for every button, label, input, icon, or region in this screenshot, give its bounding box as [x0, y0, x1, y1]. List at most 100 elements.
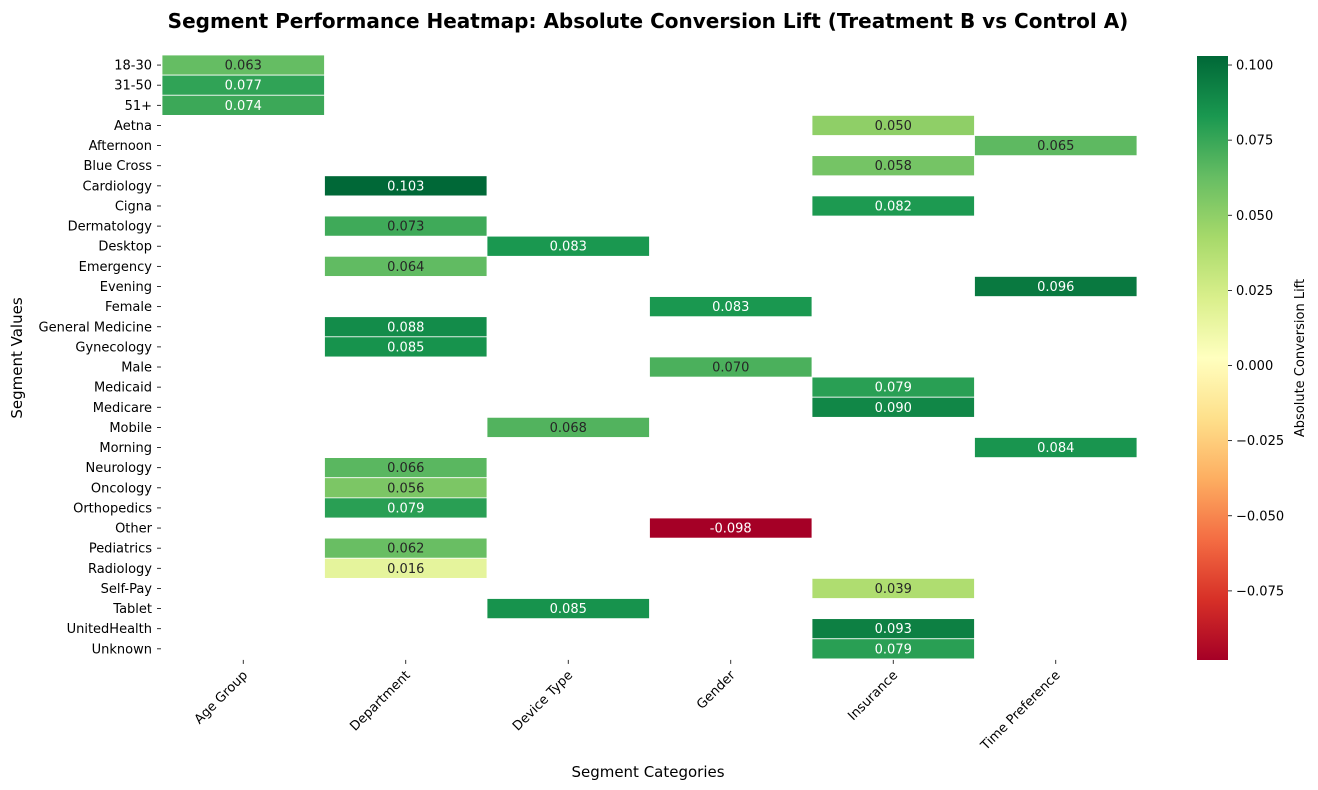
colorbar-gradient	[1197, 56, 1228, 660]
heatmap-cell-tablet-device-type	[486, 598, 650, 620]
heatmap-cell-mobile-device-type	[486, 416, 650, 438]
heatmap-cell-medicare-insurance	[811, 396, 975, 418]
x-tick-labels: Age Group Department Device Type Gender Insu…	[192, 659, 1064, 754]
y-tick-label-oncology: Oncology	[91, 481, 152, 496]
colorbar: 0.100 0.075 0.050 0.025 0.000 −0.025 −0.050 −0.…	[1197, 56, 1284, 660]
heatmap-cell-51-age-group	[161, 94, 325, 116]
cell-value-label: 0.070	[712, 361, 749, 376]
x-tick-label-department: Department	[347, 668, 413, 734]
y-tick-label-blue-cross: Blue Cross	[83, 159, 152, 174]
x-tick-label-insurance: Insurance	[845, 668, 901, 724]
heatmap-cell-other-gender	[649, 517, 813, 539]
y-tick-label-mobile: Mobile	[109, 421, 152, 436]
cell-value-label: 0.062	[387, 542, 424, 557]
colorbar-tick-label: 0.000	[1236, 359, 1273, 374]
cell-value-label: 0.085	[550, 602, 587, 617]
x-tick-label-gender: Gender	[694, 668, 739, 713]
colorbar-tick-label: 0.100	[1236, 59, 1273, 74]
colorbar-tick-label: −0.075	[1236, 584, 1284, 599]
cell-value-label: -0.098	[710, 522, 752, 537]
cell-value-label: 0.016	[387, 562, 424, 577]
cell-value-label: 0.056	[387, 481, 424, 496]
y-tick-label-neurology: Neurology	[86, 461, 153, 476]
cell-value-label: 0.083	[550, 240, 587, 255]
y-tick-label-morning: Morning	[99, 441, 152, 456]
cell-value-label: 0.065	[1037, 139, 1074, 154]
heatmap-cell-orthopedics-department	[324, 497, 488, 519]
y-tick-label-general-medicine: General Medicine	[39, 320, 152, 335]
cell-value-label: 0.063	[225, 59, 262, 74]
cell-value-label: 0.079	[875, 642, 912, 657]
y-tick-label-31-50: 31-50	[114, 79, 152, 94]
y-tick-label-unknown: Unknown	[92, 642, 152, 657]
cell-value-label: 0.074	[225, 99, 262, 114]
y-tick-labels: 18-30 31-50 51+ Aetna Afternoon Blue Cross Car…	[39, 59, 161, 657]
y-tick-label-cigna: Cigna	[115, 199, 152, 214]
cell-value-label: 0.079	[875, 381, 912, 396]
cell-value-label: 0.093	[875, 622, 912, 637]
y-tick-label-male: Male	[121, 361, 152, 376]
cell-value-label: 0.090	[875, 401, 912, 416]
heatmap-cell-female-gender	[649, 296, 813, 318]
heatmap-cell-morning-time-preference	[974, 437, 1138, 459]
heatmap-cell-cardiology-department	[324, 175, 488, 197]
cell-value-label: 0.077	[225, 79, 262, 94]
y-tick-label-emergency: Emergency	[79, 260, 153, 275]
y-tick-label-female: Female	[105, 300, 152, 315]
colorbar-tick-label: 0.075	[1236, 134, 1273, 149]
cell-value-label: 0.064	[387, 260, 424, 275]
cell-value-label: 0.058	[875, 159, 912, 174]
heatmap-cell-gynecology-department	[324, 336, 488, 358]
heatmap-cell-male-gender	[649, 356, 813, 378]
colorbar-label: Absolute Conversion Lift	[1293, 279, 1308, 437]
heatmap-cells: 0.063 0.077 0.074 0.050 0.065 0.058 0.103 0.082…	[161, 54, 1138, 660]
heatmap-cell-blue-cross-insurance	[811, 155, 975, 177]
heatmap-cell-afternoon-time-preference	[974, 135, 1138, 157]
y-tick-label-dermatology: Dermatology	[68, 220, 153, 235]
y-tick-label-afternoon: Afternoon	[89, 139, 152, 154]
y-tick-label-18-30: 18-30	[114, 59, 152, 74]
y-tick-label-orthopedics: Orthopedics	[73, 501, 152, 516]
colorbar-tick-label: 0.025	[1236, 284, 1273, 299]
cell-value-label: 0.083	[712, 300, 749, 315]
y-axis-label: Segment Values	[8, 297, 26, 418]
y-tick-label-gynecology: Gynecology	[75, 340, 152, 355]
heatmap-cell-aetna-insurance	[811, 114, 975, 136]
y-tick-label-evening: Evening	[100, 280, 152, 295]
heatmap-cell-evening-time-preference	[974, 276, 1138, 297]
cell-value-label: 0.096	[1037, 280, 1074, 295]
cell-value-label: 0.088	[387, 320, 424, 335]
x-tick-label-device-type: Device Type	[510, 668, 576, 734]
y-tick-label-desktop: Desktop	[98, 240, 152, 255]
y-tick-label-pediatrics: Pediatrics	[89, 542, 152, 557]
cell-value-label: 0.073	[387, 220, 424, 235]
y-tick-label-medicare: Medicare	[93, 401, 152, 416]
cell-value-label: 0.039	[875, 582, 912, 597]
y-tick-label-radiology: Radiology	[88, 562, 152, 577]
y-tick-label-self-pay: Self-Pay	[101, 582, 153, 597]
heatmap-cell-self-pay-insurance	[811, 577, 975, 599]
cell-value-label: 0.103	[387, 179, 424, 194]
x-tick-label-time-preference: Time Preference	[978, 668, 1064, 754]
cell-value-label: 0.068	[550, 421, 587, 436]
y-tick-label-tablet: Tablet	[112, 602, 152, 617]
y-tick-label-51: 51+	[125, 99, 152, 114]
cell-value-label: 0.079	[387, 501, 424, 516]
cell-value-label: 0.085	[387, 340, 424, 355]
heatmap-cell-dermatology-department	[324, 215, 488, 237]
cell-value-label: 0.066	[387, 461, 424, 476]
colorbar-tick-label: 0.050	[1236, 209, 1273, 224]
colorbar-tick-label: −0.025	[1236, 434, 1284, 449]
y-tick-label-aetna: Aetna	[114, 119, 152, 134]
y-tick-label-cardiology: Cardiology	[83, 179, 153, 194]
x-axis-label: Segment Categories	[571, 763, 724, 781]
x-tick-label-age-group: Age Group	[192, 668, 251, 727]
cell-value-label: 0.050	[875, 119, 912, 134]
colorbar-tick-label: −0.050	[1236, 509, 1284, 524]
cell-value-label: 0.084	[1037, 441, 1074, 456]
heatmap-cell-desktop-device-type	[486, 235, 650, 257]
heatmap-cell-cigna-insurance	[811, 195, 975, 217]
y-tick-label-other: Other	[115, 522, 153, 537]
y-tick-label-unitedhealth: UnitedHealth	[67, 622, 152, 637]
